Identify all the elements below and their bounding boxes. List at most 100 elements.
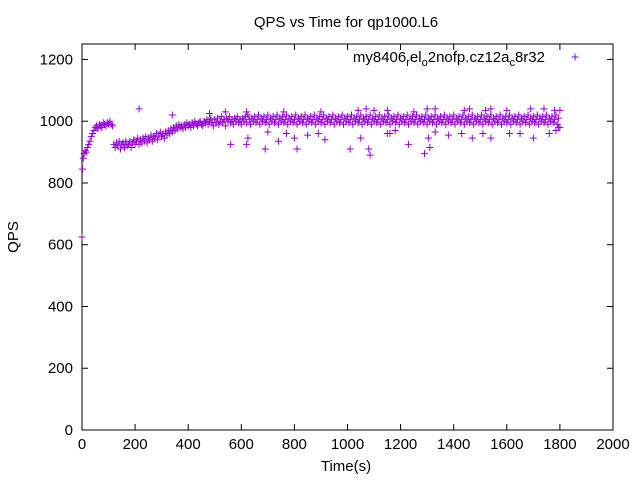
data-point xyxy=(168,111,176,119)
data-point xyxy=(346,145,354,153)
data-point xyxy=(244,111,252,119)
data-point xyxy=(527,105,535,113)
data-point xyxy=(282,130,290,138)
data-point xyxy=(391,126,399,134)
data-point xyxy=(494,119,502,127)
data-point xyxy=(336,119,344,127)
scatter-points xyxy=(78,105,564,241)
data-point xyxy=(410,119,418,127)
data-point xyxy=(430,116,438,124)
data-point xyxy=(363,119,371,127)
data-point xyxy=(221,122,229,130)
data-point xyxy=(370,106,378,114)
data-point xyxy=(127,143,135,151)
data-point xyxy=(293,145,301,153)
data-point xyxy=(486,116,494,124)
data-point xyxy=(531,119,539,127)
data-point xyxy=(495,116,503,124)
data-point xyxy=(227,140,235,148)
y-tick-label: 600 xyxy=(48,237,73,254)
data-point xyxy=(355,116,363,124)
data-point xyxy=(354,119,362,127)
data-point xyxy=(523,116,531,124)
data-point xyxy=(505,130,513,138)
x-tick-label: 600 xyxy=(229,436,254,453)
data-point xyxy=(428,119,436,127)
data-point xyxy=(90,126,98,134)
data-point xyxy=(86,137,94,145)
data-point xyxy=(447,119,455,127)
data-point xyxy=(116,145,124,153)
data-point xyxy=(438,119,446,127)
plot-frame xyxy=(81,43,614,431)
x-tick-label: 400 xyxy=(176,436,201,453)
data-point xyxy=(281,116,289,124)
data-point xyxy=(346,116,354,124)
data-point xyxy=(221,108,229,116)
legend-text-run: my8406 xyxy=(353,49,406,66)
data-point xyxy=(475,119,483,127)
data-point xyxy=(374,116,382,124)
data-point xyxy=(280,119,288,127)
x-tick-label: 0 xyxy=(78,436,86,453)
data-point xyxy=(79,154,87,162)
data-point xyxy=(439,116,447,124)
data-point xyxy=(551,116,559,124)
data-point xyxy=(252,119,260,127)
data-point xyxy=(503,106,511,114)
legend-text-run: el xyxy=(410,49,422,66)
data-point xyxy=(487,134,495,142)
legend-subscript: c xyxy=(509,57,515,69)
data-point xyxy=(484,119,492,127)
data-point xyxy=(89,130,97,138)
data-point xyxy=(391,119,399,127)
data-point xyxy=(419,119,427,127)
tick-layer: 0 200 400 600 800 1000 1200 1400 1600 1800 2000 0 20… xyxy=(40,44,630,453)
data-point xyxy=(448,116,456,124)
data-point xyxy=(107,120,115,128)
y-tick-label: 1000 xyxy=(40,113,73,130)
data-point xyxy=(482,106,490,114)
data-point xyxy=(154,136,162,144)
data-point xyxy=(78,233,86,241)
data-point xyxy=(532,116,540,124)
data-point xyxy=(79,165,87,173)
legend-text-run: 8r32 xyxy=(515,49,545,66)
data-point xyxy=(373,119,381,127)
data-point xyxy=(383,116,391,124)
data-point xyxy=(487,105,495,113)
data-point xyxy=(456,119,464,127)
data-point xyxy=(401,119,409,127)
data-point xyxy=(243,140,251,148)
data-point xyxy=(243,108,251,116)
data-point xyxy=(512,119,520,127)
data-point xyxy=(204,120,212,128)
x-tick-label: 1200 xyxy=(384,436,417,453)
data-point xyxy=(516,130,524,138)
data-point xyxy=(109,122,117,130)
data-point xyxy=(504,116,512,124)
data-point xyxy=(426,143,434,151)
x-tick-label: 1800 xyxy=(543,436,576,453)
data-point xyxy=(529,134,537,142)
data-point xyxy=(402,116,410,124)
data-point xyxy=(545,130,553,138)
data-point xyxy=(365,116,373,124)
data-point xyxy=(431,128,439,136)
data-point xyxy=(410,108,418,116)
data-point xyxy=(106,117,114,125)
data-point xyxy=(290,116,298,124)
data-point xyxy=(328,116,336,124)
data-point xyxy=(253,116,261,124)
data-point xyxy=(386,130,394,138)
data-point xyxy=(205,109,213,117)
legend-plus-marker xyxy=(571,53,579,61)
data-point xyxy=(383,106,391,114)
data-point xyxy=(420,150,428,158)
data-point xyxy=(513,116,521,124)
data-point xyxy=(466,119,474,127)
data-point xyxy=(476,116,484,124)
data-point xyxy=(366,151,374,159)
data-point xyxy=(345,119,353,127)
data-point xyxy=(540,105,548,113)
